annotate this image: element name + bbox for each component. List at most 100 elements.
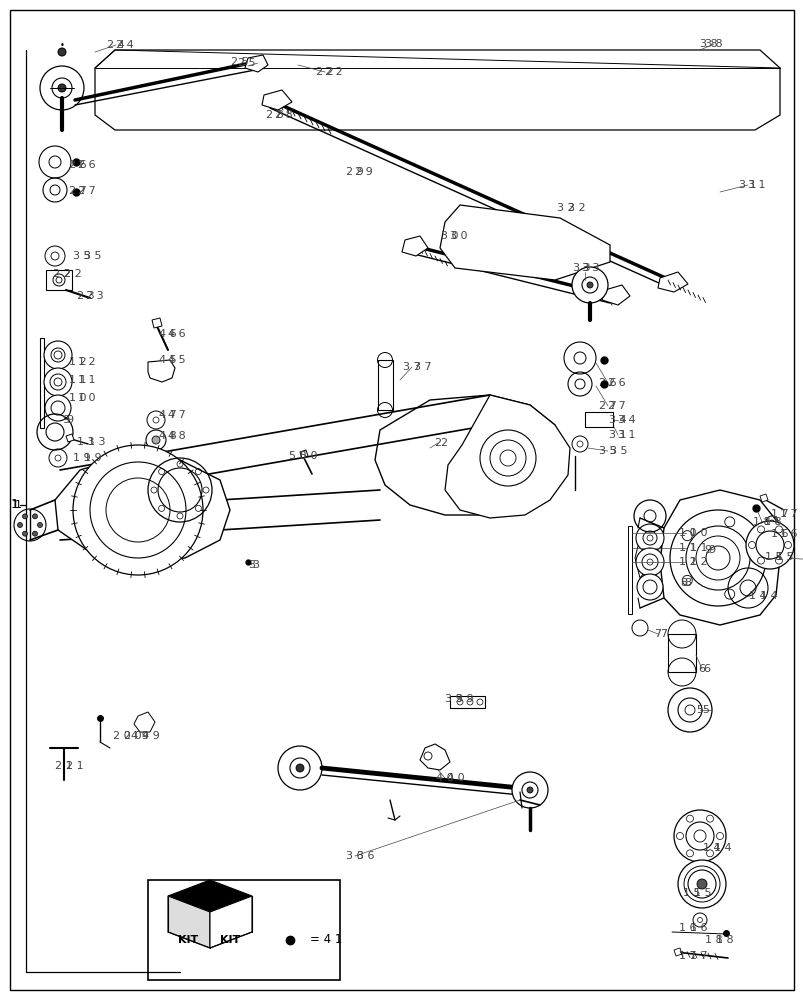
Text: 3 2: 3 2 (556, 203, 574, 213)
Text: 1 7: 1 7 (679, 951, 696, 961)
Text: 1 2: 1 2 (78, 357, 96, 367)
Text: 3: 3 (251, 560, 259, 570)
Circle shape (635, 524, 663, 552)
Polygon shape (300, 450, 308, 458)
Circle shape (32, 531, 38, 536)
Text: KIT: KIT (219, 935, 240, 945)
Text: 2 2: 2 2 (53, 269, 71, 279)
Polygon shape (634, 538, 651, 578)
Polygon shape (152, 318, 161, 328)
Polygon shape (439, 205, 609, 280)
Text: 2 5: 2 5 (231, 57, 248, 67)
Text: 2 3: 2 3 (86, 291, 104, 301)
Polygon shape (168, 880, 251, 912)
Text: 2 9: 2 9 (346, 167, 364, 177)
Text: 2 6: 2 6 (598, 378, 616, 388)
Text: 2 6: 2 6 (78, 160, 96, 170)
Text: 2 2: 2 2 (316, 67, 333, 77)
Text: 1 1: 1 1 (78, 375, 96, 385)
Text: 3 3: 3 3 (581, 263, 599, 273)
Text: 3 3: 3 3 (573, 263, 590, 273)
Text: 2 3: 2 3 (77, 291, 95, 301)
Text: 2 8: 2 8 (266, 110, 283, 120)
Polygon shape (134, 712, 155, 732)
Polygon shape (55, 455, 230, 562)
Bar (148, 880, 340, 980)
Text: 2 2: 2 2 (324, 67, 342, 77)
Bar (377, 360, 393, 410)
Text: 1 0: 1 0 (679, 528, 696, 538)
Polygon shape (402, 236, 427, 256)
Text: 2 8: 2 8 (275, 110, 292, 120)
Text: = 4 1: = 4 1 (310, 933, 342, 946)
Text: 1 9: 1 9 (73, 453, 91, 463)
Bar (46, 270, 72, 290)
Polygon shape (374, 395, 565, 515)
Circle shape (40, 66, 84, 110)
Text: 1 8: 1 8 (704, 935, 722, 945)
Circle shape (32, 514, 38, 519)
Text: 3 5: 3 5 (73, 251, 91, 261)
Polygon shape (245, 55, 267, 72)
Text: 1 5: 1 5 (764, 552, 782, 562)
Text: 9: 9 (703, 545, 711, 555)
Circle shape (152, 436, 160, 444)
Polygon shape (601, 285, 630, 305)
Text: 3 1: 3 1 (738, 180, 756, 190)
Text: 1 7: 1 7 (779, 509, 797, 519)
Circle shape (673, 810, 725, 862)
Text: 4 5: 4 5 (159, 355, 177, 365)
Text: 3 6: 3 6 (346, 851, 363, 861)
Text: 2 7: 2 7 (69, 186, 87, 196)
Text: 1 5: 1 5 (693, 888, 711, 898)
Text: 4 7: 4 7 (168, 410, 185, 420)
Text: 2 4: 2 4 (116, 40, 133, 50)
Text: 2 1: 2 1 (66, 761, 84, 771)
Text: 3 1: 3 1 (618, 430, 634, 440)
Text: 3 5: 3 5 (609, 446, 626, 456)
Circle shape (677, 860, 725, 908)
Text: 1 6: 1 6 (689, 923, 707, 933)
Text: 3 0: 3 0 (450, 231, 467, 241)
Text: 3 6: 3 6 (357, 851, 374, 861)
Text: 1: 1 (15, 500, 22, 510)
Text: 4 7: 4 7 (159, 410, 177, 420)
Text: 2 0: 2 0 (124, 731, 141, 741)
Text: 4 8: 4 8 (159, 431, 177, 441)
Text: 2 1: 2 1 (55, 761, 73, 771)
Text: 3 5: 3 5 (598, 446, 616, 456)
Circle shape (44, 341, 72, 369)
Text: 1 5: 1 5 (683, 888, 700, 898)
Bar (585, 412, 612, 427)
Text: 1 6: 1 6 (679, 923, 696, 933)
Text: 4 9: 4 9 (131, 731, 149, 741)
Text: 3 7: 3 7 (414, 362, 431, 372)
Circle shape (571, 267, 607, 303)
Circle shape (18, 522, 22, 528)
Text: 5 0: 5 0 (289, 451, 307, 461)
Circle shape (278, 746, 321, 790)
Circle shape (636, 574, 662, 600)
Text: 2: 2 (439, 438, 446, 448)
Text: 1 5: 1 5 (775, 552, 793, 562)
Text: 2 6: 2 6 (607, 378, 625, 388)
Text: 6: 6 (698, 664, 704, 674)
Circle shape (635, 548, 663, 576)
Circle shape (58, 84, 66, 92)
Text: 3 9: 3 9 (455, 694, 473, 704)
Bar (667, 634, 695, 672)
Text: 1 6: 1 6 (779, 529, 797, 539)
Text: 1 1: 1 1 (69, 375, 87, 385)
Text: 9: 9 (63, 415, 70, 425)
Text: 1 1: 1 1 (679, 543, 696, 553)
Circle shape (38, 522, 43, 528)
Text: 2: 2 (434, 438, 441, 448)
Text: 3 9: 3 9 (445, 694, 463, 704)
Circle shape (53, 274, 65, 286)
Bar (627, 526, 631, 614)
Text: 3 8: 3 8 (699, 39, 717, 49)
Polygon shape (210, 896, 251, 948)
Text: 1 4: 1 4 (748, 591, 766, 601)
Text: 1 7: 1 7 (689, 951, 707, 961)
Text: 1 4: 1 4 (703, 843, 720, 853)
